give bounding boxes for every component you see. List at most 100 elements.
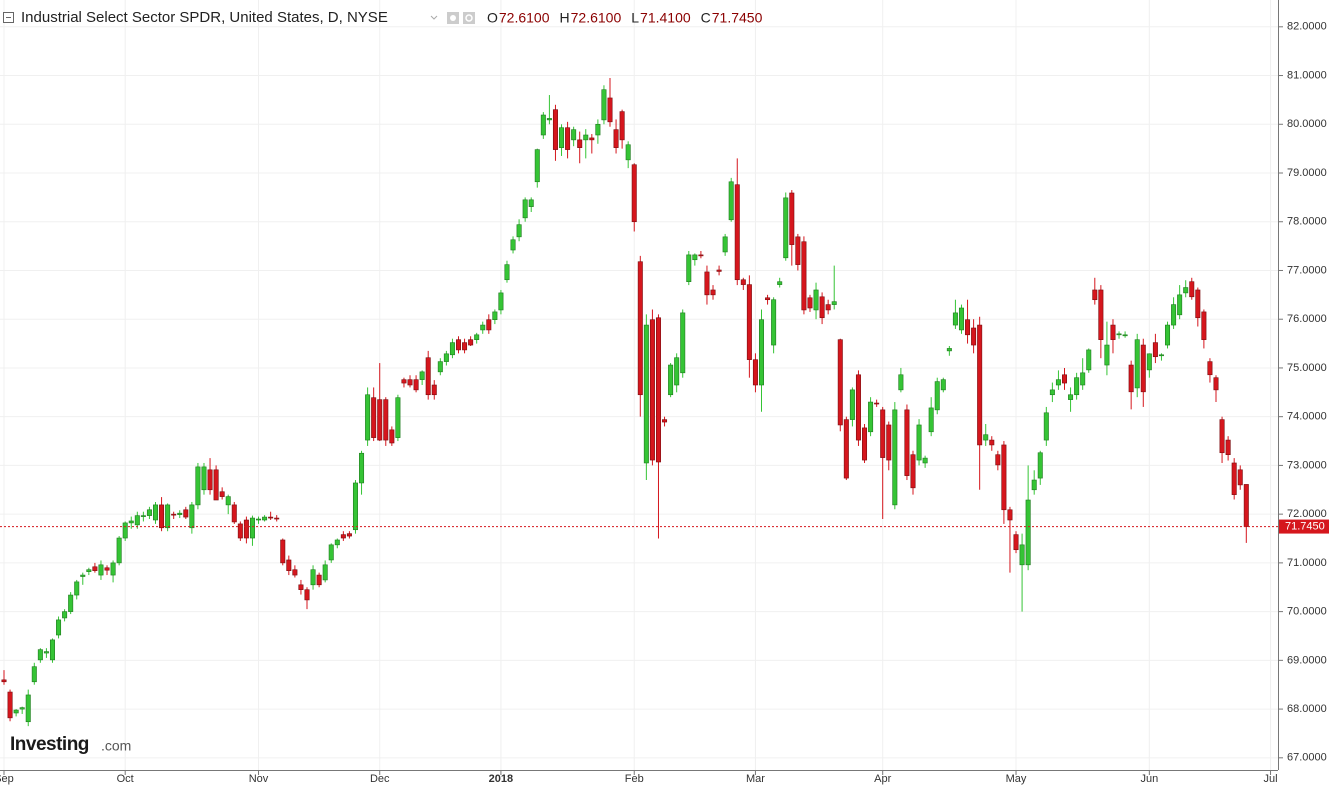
candle-body [480, 324, 486, 331]
candle-body [1025, 499, 1031, 566]
candle-body [462, 342, 468, 351]
candle-body [1013, 534, 1019, 551]
candle-body [146, 509, 152, 516]
candle-body [116, 537, 122, 564]
x-tick-label: Mar [746, 773, 765, 785]
candle-body [692, 254, 698, 261]
candle-body [1055, 379, 1061, 386]
candle-body [795, 236, 801, 265]
candle-body [219, 491, 225, 497]
candle-body [892, 409, 898, 506]
candle-body [474, 334, 480, 340]
candle-body [207, 469, 213, 491]
candle-body [177, 512, 183, 515]
candle-body [637, 261, 643, 396]
candle-body [686, 254, 692, 282]
y-tick-label: 75.0000 [1287, 362, 1327, 374]
candle-body [807, 297, 813, 309]
candle-body [249, 517, 255, 539]
candle-body [510, 239, 516, 251]
ohlc-value: 72.6100 [499, 10, 550, 26]
candle-body [274, 517, 280, 520]
candle-body [989, 439, 995, 446]
candle-body [546, 118, 552, 121]
y-tick-label: 68.0000 [1287, 703, 1327, 715]
candle-body [1195, 289, 1201, 319]
candle-body [1098, 289, 1104, 340]
y-tick-label: 81.0000 [1287, 69, 1327, 81]
candle-body [1019, 544, 1025, 566]
candle-body [431, 384, 437, 396]
candle-body [1231, 462, 1237, 495]
candle-body [165, 504, 171, 529]
candle-body [401, 379, 407, 384]
candle-body [298, 584, 304, 590]
candle-body [49, 639, 55, 661]
candle-body [910, 454, 916, 489]
candle-body [1225, 439, 1231, 455]
candle-body [825, 304, 831, 311]
logo: Investing .com [10, 734, 131, 755]
candles [0, 77, 1278, 727]
candle-body [746, 284, 752, 360]
y-tick-label: 82.0000 [1287, 21, 1327, 33]
candle-body [437, 361, 443, 373]
y-tick-label: 76.0000 [1287, 313, 1327, 325]
y-tick-label: 70.0000 [1287, 606, 1327, 618]
candle-body [310, 569, 316, 586]
last-price-label: 71.7450 [1285, 520, 1325, 532]
candle-body [1207, 361, 1213, 376]
candle-body [1237, 469, 1243, 486]
logo-brand: Investing [10, 734, 89, 755]
candle-body [25, 694, 31, 723]
candle-body [540, 114, 546, 136]
candle-body [904, 409, 910, 476]
candle-body [31, 666, 37, 683]
candle-body [153, 504, 159, 521]
candle-body [346, 533, 352, 537]
ohlc-key: O [487, 10, 498, 26]
candle-body [607, 97, 613, 123]
x-tick-label: Oct [117, 773, 134, 785]
candle-body [1062, 374, 1068, 384]
header: Industrial Select Sector SPDR, United St… [3, 9, 763, 26]
candle-body [468, 339, 474, 346]
candle-body [631, 164, 637, 223]
candle-body [86, 569, 92, 572]
settings-icon[interactable] [463, 12, 475, 24]
candle-body [516, 224, 522, 238]
candle-body [1068, 394, 1074, 400]
ohlc-key: H [560, 10, 570, 26]
candle-body [19, 707, 25, 710]
candle-body [134, 515, 140, 526]
x-tick-label: Nov [249, 773, 269, 785]
last-price-tag [1279, 519, 1329, 534]
ohlc-value: 71.4100 [640, 10, 691, 26]
x-tick-label: Apr [874, 773, 891, 785]
candle-body [819, 296, 825, 319]
candle-body [92, 566, 98, 571]
candle-body [849, 389, 855, 420]
candle-body [449, 342, 455, 356]
ohlc-value: 72.6100 [571, 10, 622, 26]
candle-body [625, 144, 631, 161]
dropdown-arrow[interactable] [430, 15, 438, 20]
candle-body [492, 311, 498, 320]
x-axis: Sep Oct Nov Dec 2018 Feb Mar Apr May Jun Jul [0, 770, 1278, 785]
candle-body [183, 509, 189, 518]
candle-body [886, 424, 892, 461]
candle-body [1158, 354, 1164, 357]
candle-body [934, 381, 940, 411]
candle-body [419, 371, 425, 380]
candle-body [565, 127, 571, 150]
candle-body [498, 292, 504, 311]
candle-body [365, 394, 371, 441]
candle-body [777, 281, 783, 285]
candle-body [1007, 509, 1013, 521]
y-tick-label: 73.0000 [1287, 459, 1327, 471]
candle-body [740, 279, 746, 285]
candle-body [722, 236, 728, 253]
y-tick-label: 79.0000 [1287, 167, 1327, 179]
candle-body [995, 454, 1001, 466]
